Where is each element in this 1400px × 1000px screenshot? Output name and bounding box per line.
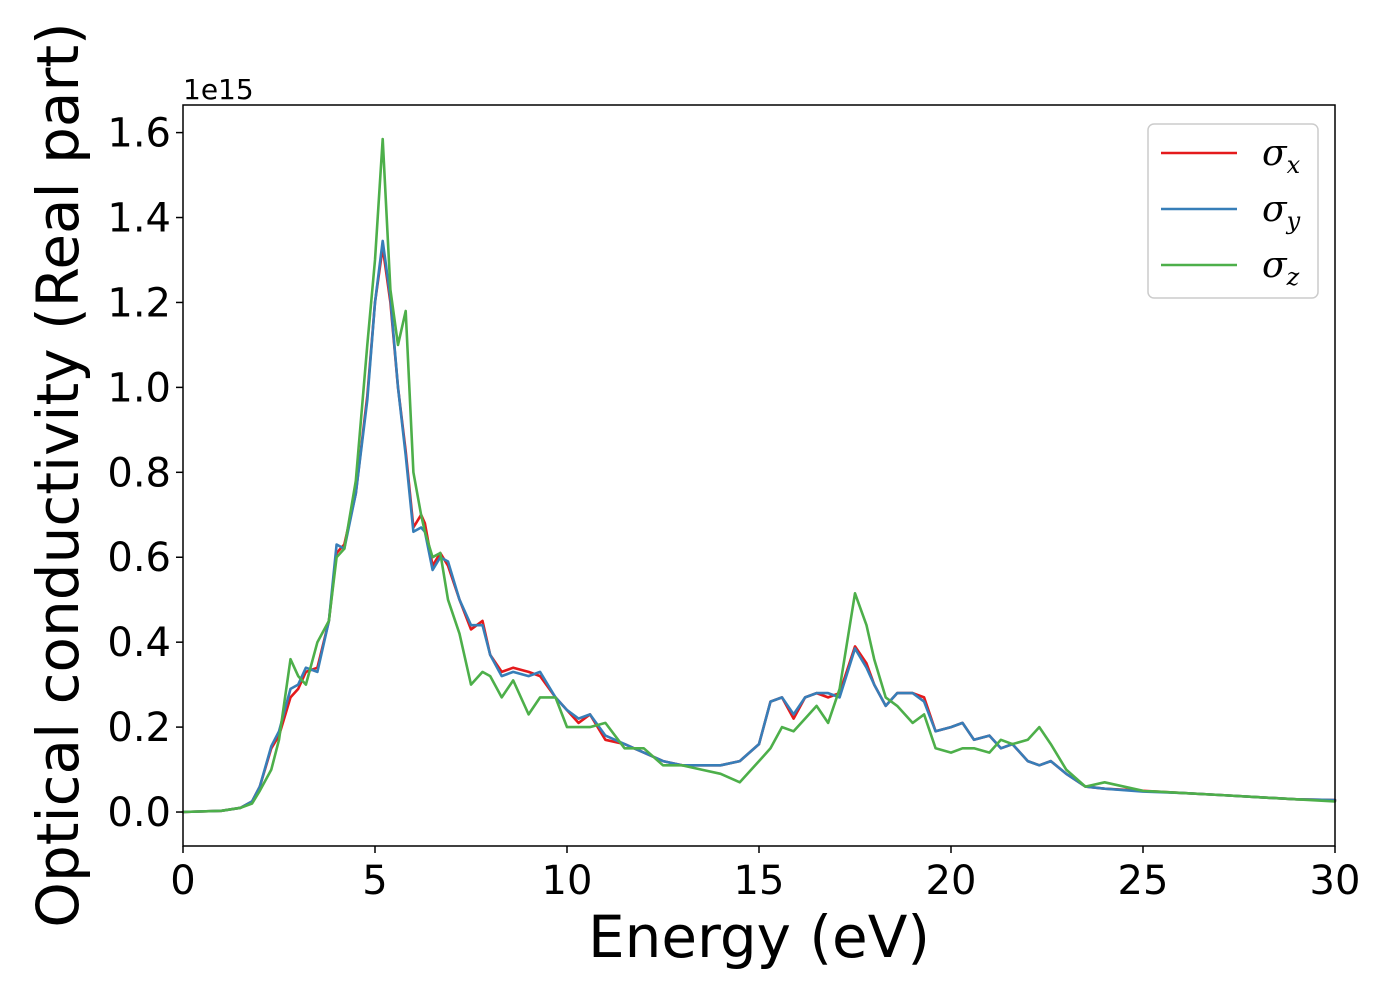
y-axis-offset-label: 1e15 <box>183 73 254 106</box>
x-tick-label: 10 <box>542 858 593 904</box>
plot-lines <box>181 137 1337 814</box>
y-tick-label: 1.4 <box>107 196 171 242</box>
x-tick-label: 20 <box>926 858 977 904</box>
y-tick-label: 1.2 <box>107 280 171 326</box>
x-tick-label: 25 <box>1118 858 1169 904</box>
legend-label-y: σy <box>1262 189 1301 235</box>
y-tick-label: 0.0 <box>107 790 171 836</box>
y-tick-label: 0.4 <box>107 620 171 666</box>
y-axis: 0.0 0.2 0.4 0.6 0.8 1.0 1.2 1.4 1.6 <box>107 111 183 836</box>
series-line-x <box>181 246 1337 814</box>
series-line-y <box>181 239 1337 814</box>
y-tick-label: 0.2 <box>107 705 171 751</box>
y-tick-label: 1.0 <box>107 365 171 411</box>
legend-label-x: σx <box>1262 133 1301 179</box>
y-tick-label: 0.6 <box>107 535 171 581</box>
legend-frame <box>1147 123 1319 299</box>
x-axis-label: Energy (eV) <box>588 903 930 971</box>
y-axis-label: Optical conductivity (Real part) <box>24 22 92 927</box>
y-tick-label: 1.6 <box>107 111 171 157</box>
series-line-z <box>181 137 1337 814</box>
y-tick-label: 0.8 <box>107 450 171 496</box>
x-tick-label: 30 <box>1310 858 1361 904</box>
legend: σx σy σz <box>1147 123 1319 299</box>
x-tick-label: 5 <box>362 858 387 904</box>
legend-label-z: σz <box>1262 245 1300 291</box>
x-axis: 0 5 10 15 20 25 30 <box>170 846 1360 904</box>
x-tick-label: 0 <box>170 858 195 904</box>
x-tick-label: 15 <box>734 858 785 904</box>
